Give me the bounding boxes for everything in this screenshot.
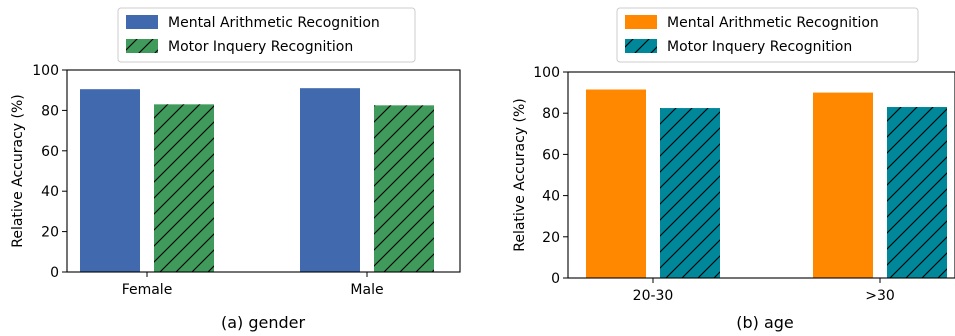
legend-box: [117, 7, 416, 63]
bar-hatch: [660, 108, 720, 278]
legend-label: Motor Inquery Recognition: [168, 39, 353, 55]
y-tick-label: 80: [41, 103, 59, 119]
legend-label: Mental Arithmetic Recognition: [168, 15, 380, 31]
legend-swatch-hatch: [126, 39, 158, 53]
bar-hatch: [154, 104, 214, 272]
legend-swatch-hatch: [625, 39, 657, 53]
y-tick-label: 40: [41, 184, 59, 200]
plot-frame: [567, 71, 955, 279]
chart-panel-1: 0 20 40 60 80 100 20-30 >30 Relative Accuracy (%…: [512, 7, 955, 332]
bar-hatch: [374, 105, 434, 272]
x-tick-label: Male: [350, 282, 383, 298]
bar: [80, 89, 140, 272]
y-tick-label: 60: [542, 147, 560, 163]
y-tick-label: 100: [533, 65, 560, 81]
panel-caption: (b) age: [736, 313, 794, 332]
y-tick-label: 0: [50, 265, 59, 281]
legend-label: Motor Inquery Recognition: [667, 39, 852, 55]
x-tick-label: 20-30: [633, 288, 674, 304]
legend-swatch: [625, 15, 657, 29]
bar: [300, 88, 360, 273]
panel-caption: (a) gender: [221, 313, 306, 332]
legend-box: [616, 7, 919, 63]
y-axis-label: Relative Accuracy (%): [512, 98, 528, 252]
y-tick-label: 40: [542, 189, 560, 205]
bar-hatch: [887, 107, 947, 279]
y-axis-label: Relative Accuracy (%): [10, 94, 26, 248]
y-tick-label: 80: [542, 106, 560, 122]
y-tick-label: 0: [551, 271, 560, 287]
y-tick-label: 20: [542, 230, 560, 246]
x-tick-label: Female: [122, 282, 173, 298]
x-tick-label: >30: [865, 288, 895, 304]
legend-swatch: [126, 15, 158, 29]
y-tick-label: 100: [32, 63, 59, 79]
y-tick-label: 60: [41, 144, 59, 160]
legend-label: Mental Arithmetic Recognition: [667, 15, 879, 31]
chart-panel-0: 0 20 40 60 80 100 Female Male Relative Accuracy …: [10, 7, 461, 332]
bar: [586, 89, 646, 278]
y-tick-label: 20: [41, 225, 59, 241]
plot-frame: [66, 69, 461, 273]
bar: [813, 92, 873, 278]
